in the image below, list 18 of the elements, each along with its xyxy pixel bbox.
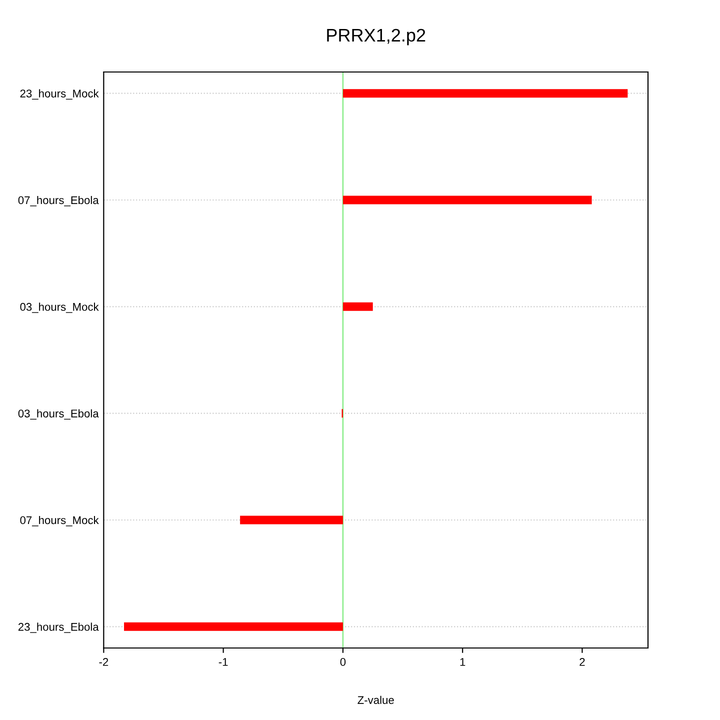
bar [342, 302, 373, 311]
y-tick-label: 07_hours_Mock [20, 516, 99, 526]
y-tick-label: 23_hours_Mock [20, 89, 99, 100]
chart-title: PRRX1,2.p2 [327, 28, 426, 46]
bar [342, 89, 628, 98]
bar [124, 622, 343, 631]
y-tick-label: 03_hours_Ebola [18, 409, 99, 420]
x-tick-label: -2 [99, 658, 108, 666]
x-tick-label: -1 [218, 658, 228, 666]
x-tick-label: 2 [580, 658, 585, 666]
x-tick-label: 0 [340, 658, 346, 666]
x-tick-label: 1 [460, 658, 466, 666]
x-axis-title: Z-value [358, 696, 394, 704]
bar [240, 516, 343, 524]
y-tick-label: 03_hours_Mock [20, 302, 99, 313]
y-tick-label: 07_hours_Ebola [18, 196, 99, 206]
bar [342, 196, 592, 204]
y-tick-label: 23_hours_Ebola [18, 622, 99, 633]
